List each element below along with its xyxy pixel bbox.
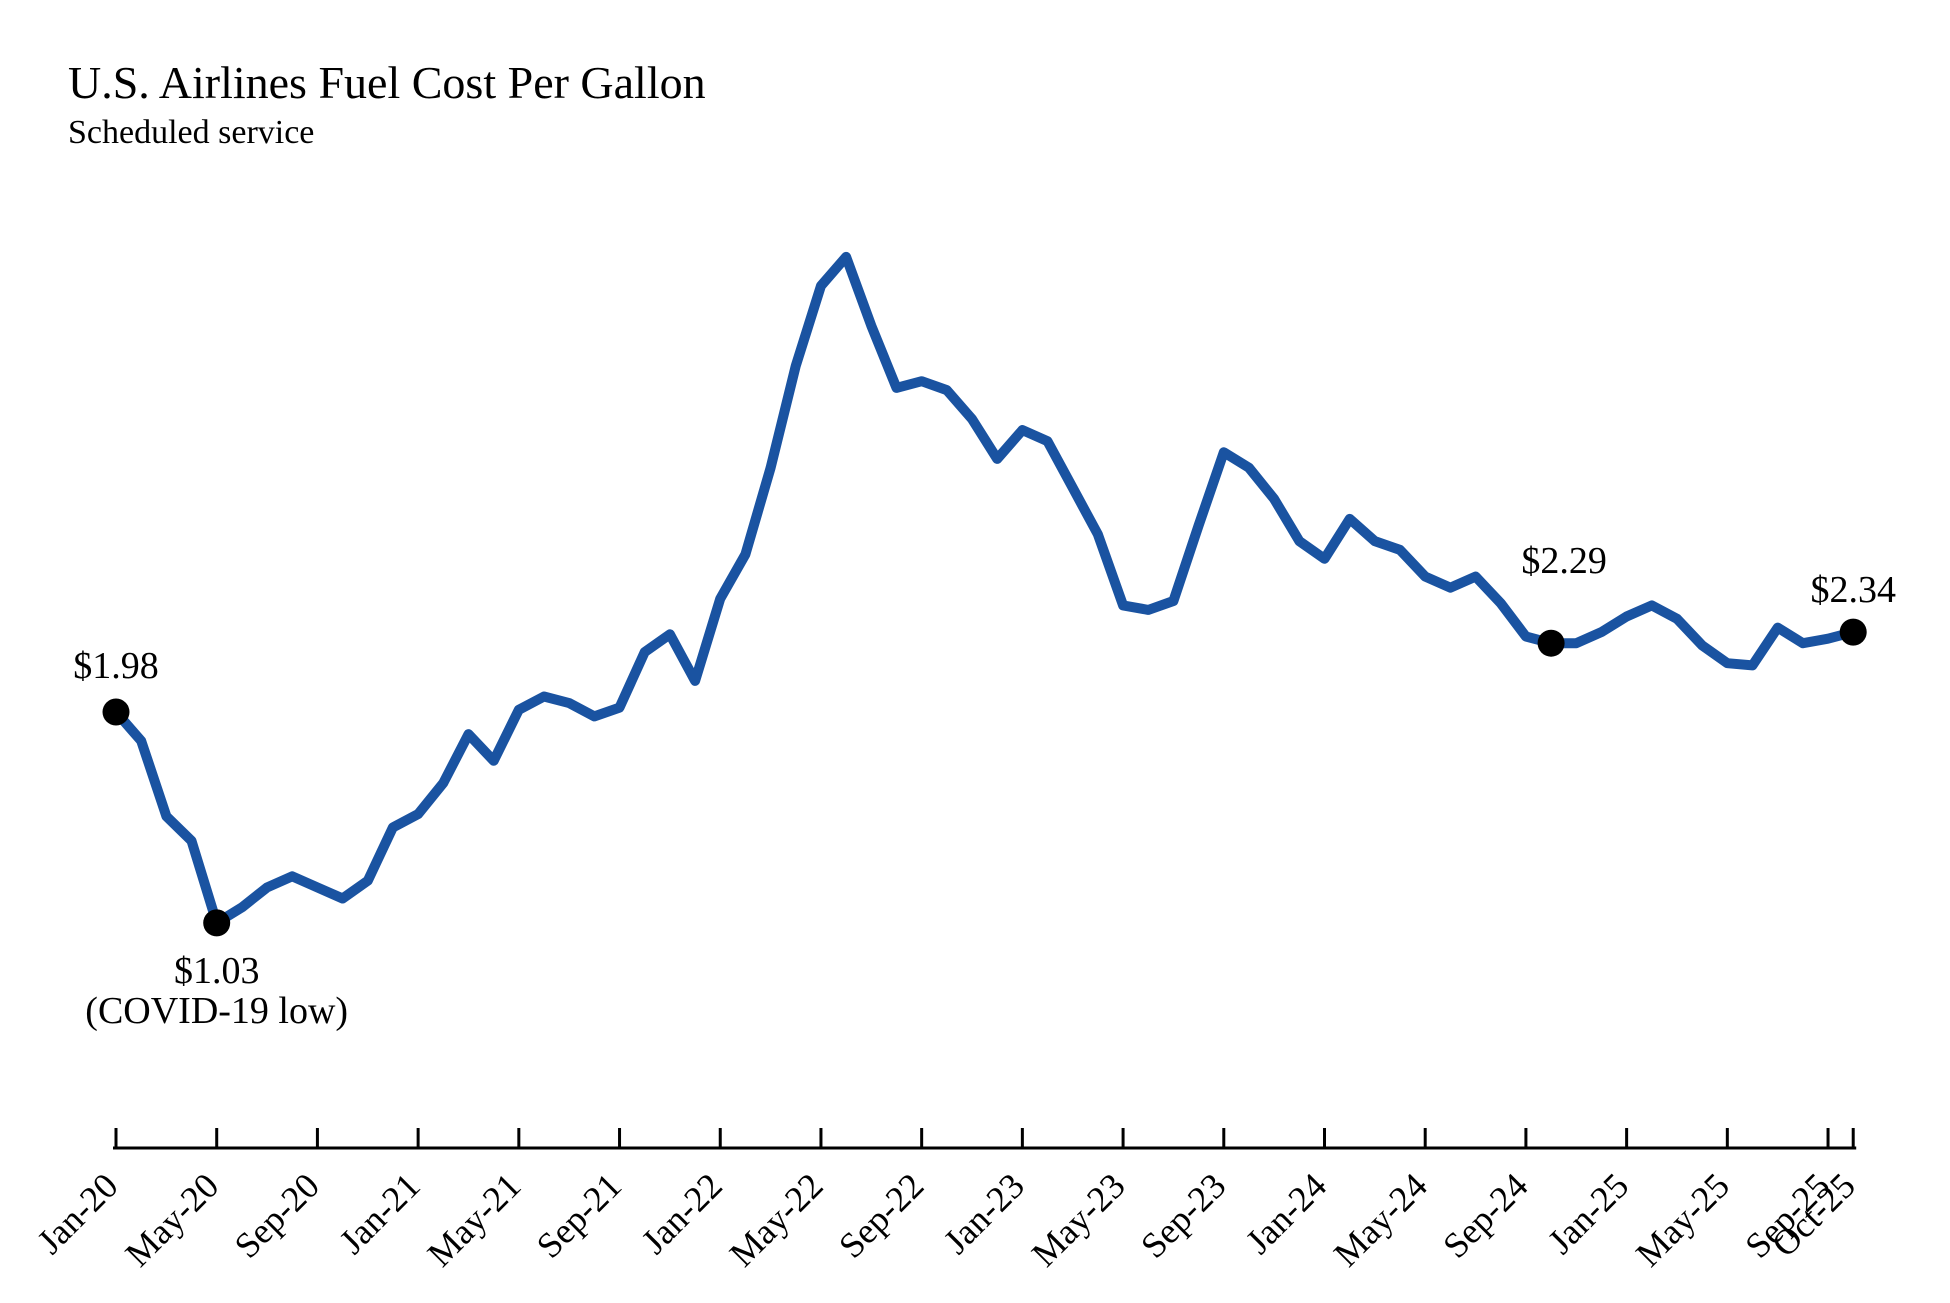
annotation-label: $2.34 — [1810, 569, 1896, 611]
x-tick-label: Sep-20 — [227, 1165, 327, 1265]
x-tick-label: Jan-24 — [1238, 1165, 1334, 1261]
x-tick-label: May-21 — [420, 1165, 529, 1274]
data-point-dot — [1537, 629, 1565, 657]
data-point-dot — [203, 909, 231, 937]
x-tick-label: May-22 — [722, 1165, 831, 1274]
x-tick-label: May-23 — [1024, 1165, 1133, 1274]
fuel-cost-line — [111, 251, 1859, 928]
data-point-dot — [1839, 618, 1867, 646]
x-tick-label: Sep-21 — [529, 1165, 629, 1265]
x-tick-label: Sep-22 — [831, 1165, 931, 1265]
annotation-label: $2.29 — [1521, 540, 1607, 582]
x-tick-label: Sep-23 — [1133, 1165, 1233, 1265]
x-tick-label: Jan-22 — [634, 1165, 730, 1261]
chart-title: U.S. Airlines Fuel Cost Per Gallon — [68, 57, 706, 108]
annotation-label: $1.03 — [174, 950, 260, 992]
x-tick-label: Jan-23 — [936, 1165, 1032, 1261]
annotation-label: (COVID-19 low) — [85, 990, 348, 1032]
x-tick-label: Jan-20 — [30, 1165, 126, 1261]
x-tick-label: May-24 — [1326, 1165, 1435, 1274]
x-tick-label: Jan-21 — [332, 1165, 428, 1261]
x-tick-label: May-25 — [1628, 1165, 1737, 1274]
data-point-dot — [102, 698, 130, 726]
chart-subtitle: Scheduled service — [68, 114, 315, 151]
x-tick-label: Sep-24 — [1435, 1165, 1535, 1265]
x-tick-label: Jan-25 — [1540, 1165, 1636, 1261]
annotation-label: $1.98 — [73, 645, 159, 687]
x-tick-label: May-20 — [117, 1165, 226, 1274]
